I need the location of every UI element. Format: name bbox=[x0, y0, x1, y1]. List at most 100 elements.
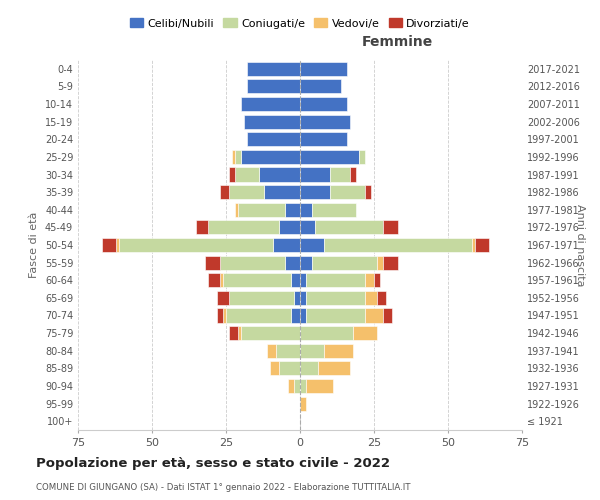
Bar bbox=[223, 308, 226, 322]
Bar bbox=[300, 308, 306, 322]
Bar bbox=[101, 238, 116, 252]
Bar bbox=[241, 97, 300, 111]
Bar bbox=[300, 80, 341, 94]
Bar bbox=[300, 132, 347, 146]
Bar bbox=[323, 344, 353, 358]
Bar bbox=[359, 150, 365, 164]
Bar bbox=[329, 185, 365, 199]
Bar bbox=[208, 273, 220, 287]
Bar bbox=[472, 238, 475, 252]
Bar bbox=[300, 362, 318, 376]
Bar bbox=[279, 220, 300, 234]
Bar bbox=[300, 185, 329, 199]
Bar bbox=[217, 308, 223, 322]
Bar bbox=[312, 202, 356, 217]
Bar bbox=[300, 150, 359, 164]
Bar bbox=[323, 238, 472, 252]
Bar bbox=[365, 273, 374, 287]
Y-axis label: Anni di nascita: Anni di nascita bbox=[575, 204, 586, 286]
Bar bbox=[232, 150, 235, 164]
Bar bbox=[306, 273, 365, 287]
Bar bbox=[300, 238, 323, 252]
Bar bbox=[329, 168, 350, 181]
Bar bbox=[294, 291, 300, 305]
Bar bbox=[300, 256, 312, 270]
Y-axis label: Fasce di età: Fasce di età bbox=[29, 212, 39, 278]
Bar bbox=[315, 220, 383, 234]
Bar bbox=[223, 273, 291, 287]
Bar bbox=[300, 220, 315, 234]
Bar bbox=[306, 379, 332, 393]
Bar bbox=[377, 256, 383, 270]
Bar bbox=[229, 185, 265, 199]
Bar bbox=[353, 326, 377, 340]
Bar bbox=[300, 202, 312, 217]
Bar bbox=[268, 344, 277, 358]
Bar bbox=[383, 256, 398, 270]
Bar bbox=[383, 220, 398, 234]
Bar bbox=[285, 256, 300, 270]
Bar bbox=[277, 344, 300, 358]
Bar bbox=[312, 256, 377, 270]
Bar bbox=[241, 150, 300, 164]
Bar bbox=[119, 238, 274, 252]
Legend: Celibi/Nubili, Coniugati/e, Vedovi/e, Divorziati/e: Celibi/Nubili, Coniugati/e, Vedovi/e, Di… bbox=[125, 14, 475, 33]
Bar bbox=[350, 168, 356, 181]
Bar bbox=[279, 362, 300, 376]
Bar bbox=[365, 308, 383, 322]
Bar bbox=[217, 291, 229, 305]
Bar bbox=[265, 185, 300, 199]
Bar bbox=[196, 220, 208, 234]
Bar bbox=[374, 273, 380, 287]
Bar bbox=[300, 379, 306, 393]
Bar bbox=[383, 308, 392, 322]
Bar bbox=[241, 326, 300, 340]
Bar bbox=[300, 62, 347, 76]
Bar bbox=[205, 256, 220, 270]
Bar bbox=[244, 114, 300, 128]
Bar bbox=[229, 291, 294, 305]
Bar bbox=[226, 308, 291, 322]
Bar bbox=[208, 220, 279, 234]
Bar bbox=[291, 308, 300, 322]
Bar bbox=[294, 379, 300, 393]
Bar bbox=[271, 362, 279, 376]
Bar bbox=[247, 62, 300, 76]
Bar bbox=[235, 150, 241, 164]
Bar bbox=[318, 362, 350, 376]
Bar bbox=[291, 273, 300, 287]
Bar bbox=[235, 202, 238, 217]
Bar bbox=[235, 168, 259, 181]
Bar bbox=[220, 256, 285, 270]
Bar bbox=[116, 238, 119, 252]
Bar bbox=[475, 238, 490, 252]
Bar bbox=[306, 308, 365, 322]
Text: Femmine: Femmine bbox=[362, 35, 433, 49]
Text: Popolazione per età, sesso e stato civile - 2022: Popolazione per età, sesso e stato civil… bbox=[36, 458, 390, 470]
Bar bbox=[274, 238, 300, 252]
Bar bbox=[229, 326, 238, 340]
Bar bbox=[365, 185, 371, 199]
Text: COMUNE DI GIUNGANO (SA) - Dati ISTAT 1° gennaio 2022 - Elaborazione TUTTITALIA.I: COMUNE DI GIUNGANO (SA) - Dati ISTAT 1° … bbox=[36, 484, 410, 492]
Bar bbox=[300, 273, 306, 287]
Bar bbox=[247, 132, 300, 146]
Bar bbox=[247, 80, 300, 94]
Bar bbox=[259, 168, 300, 181]
Bar bbox=[300, 114, 350, 128]
Bar bbox=[300, 344, 323, 358]
Bar bbox=[220, 273, 223, 287]
Bar bbox=[285, 202, 300, 217]
Bar bbox=[220, 185, 229, 199]
Bar bbox=[238, 202, 285, 217]
Bar bbox=[229, 168, 235, 181]
Bar bbox=[377, 291, 386, 305]
Bar bbox=[238, 326, 241, 340]
Bar bbox=[300, 326, 353, 340]
Bar bbox=[365, 291, 377, 305]
Bar bbox=[300, 396, 306, 410]
Bar bbox=[306, 291, 365, 305]
Bar bbox=[288, 379, 294, 393]
Bar bbox=[300, 291, 306, 305]
Bar bbox=[300, 97, 347, 111]
Bar bbox=[300, 168, 329, 181]
